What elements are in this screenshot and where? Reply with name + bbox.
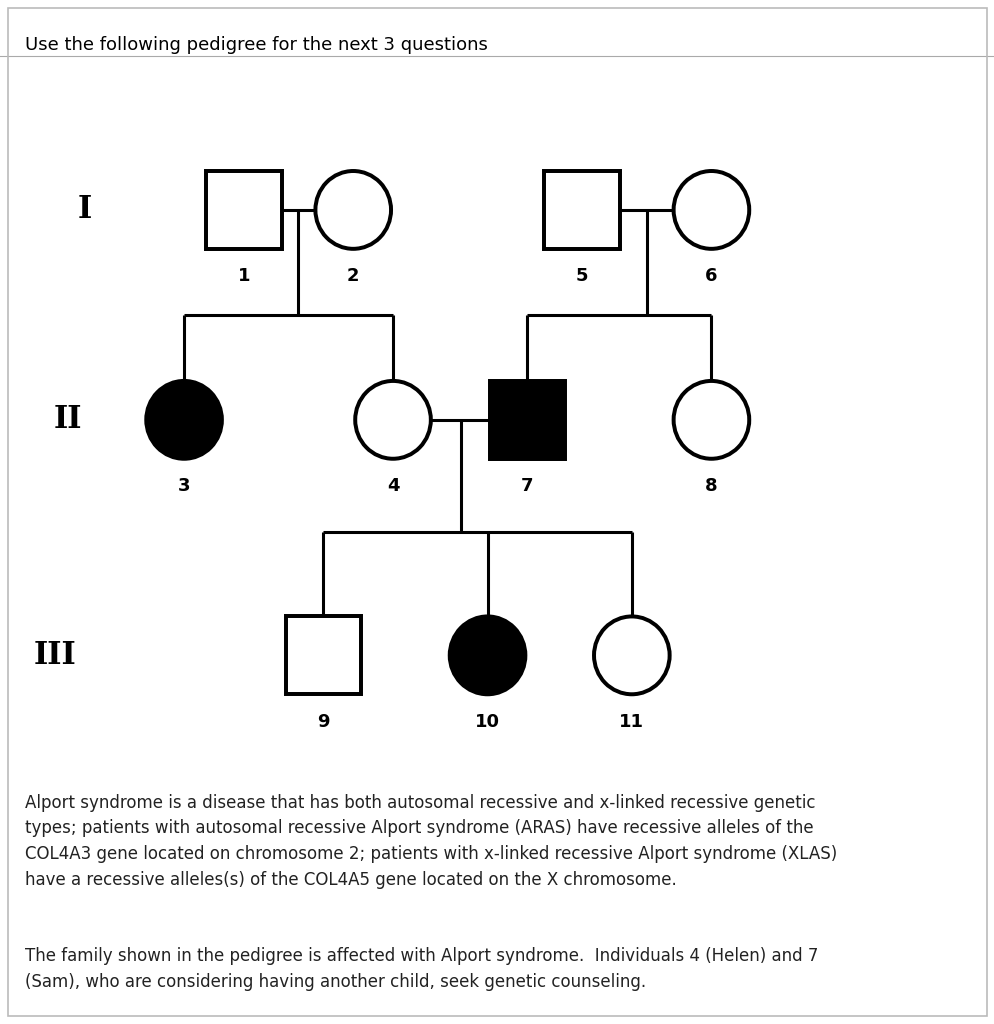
Circle shape: [315, 171, 391, 249]
Circle shape: [355, 381, 430, 459]
Bar: [206, 171, 281, 249]
Text: 8: 8: [705, 477, 717, 496]
Text: III: III: [34, 640, 76, 671]
Text: 2: 2: [347, 267, 359, 286]
Text: 6: 6: [705, 267, 717, 286]
Bar: [544, 171, 619, 249]
Text: 11: 11: [618, 713, 644, 731]
Circle shape: [593, 616, 669, 694]
Bar: [489, 381, 565, 459]
Text: 10: 10: [474, 713, 500, 731]
Text: I: I: [78, 195, 91, 225]
Circle shape: [146, 381, 222, 459]
Circle shape: [449, 616, 525, 694]
Circle shape: [673, 381, 748, 459]
Bar: [285, 616, 361, 694]
Text: 5: 5: [576, 267, 587, 286]
Text: Alport syndrome is a disease that has both autosomal recessive and x-linked rece: Alport syndrome is a disease that has bo…: [25, 794, 836, 889]
Text: II: II: [54, 404, 82, 435]
Text: 1: 1: [238, 267, 249, 286]
Text: The family shown in the pedigree is affected with Alport syndrome.  Individuals : The family shown in the pedigree is affe…: [25, 947, 817, 991]
Text: Use the following pedigree for the next 3 questions: Use the following pedigree for the next …: [25, 36, 487, 54]
Text: 9: 9: [317, 713, 329, 731]
Circle shape: [673, 171, 748, 249]
Text: 7: 7: [521, 477, 533, 496]
Text: 4: 4: [387, 477, 399, 496]
Text: 3: 3: [178, 477, 190, 496]
